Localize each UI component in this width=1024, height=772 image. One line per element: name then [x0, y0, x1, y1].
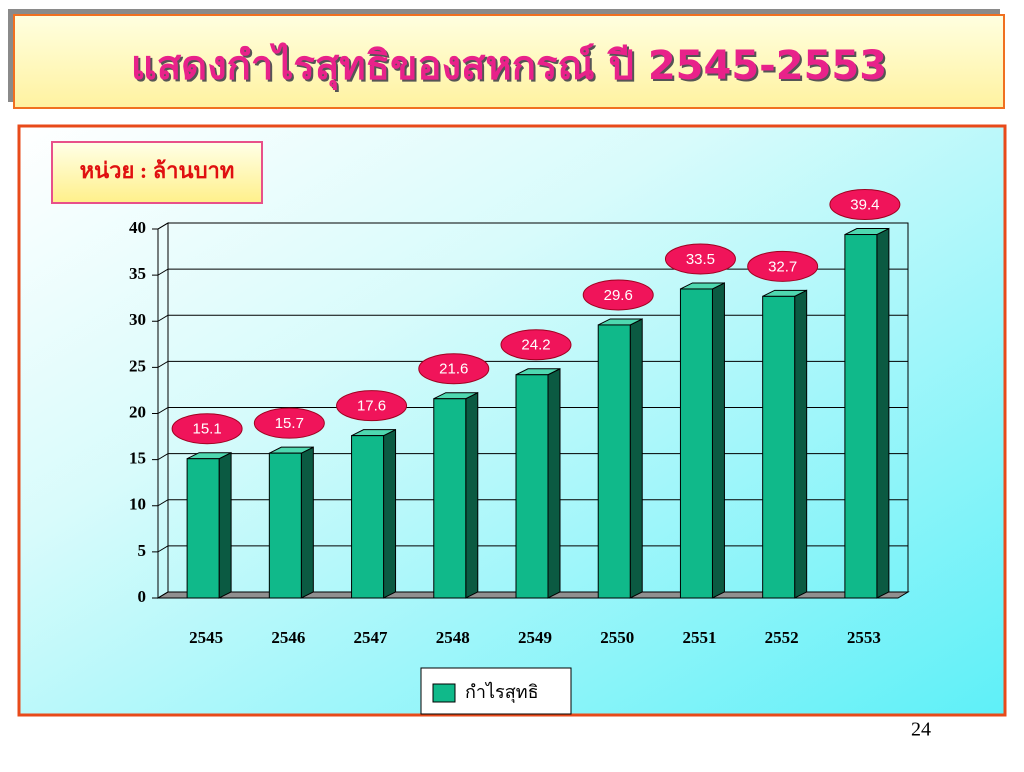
y-tick-label: 0	[138, 587, 147, 606]
page-number: 24	[911, 719, 931, 741]
grid-line	[157, 545, 908, 553]
title-box	[13, 14, 1005, 109]
value-label: 29.6	[604, 287, 633, 304]
value-label: 33.5	[686, 251, 715, 268]
grid-line	[157, 360, 908, 368]
y-tick-label: 35	[129, 264, 146, 283]
y-tick-label: 25	[129, 356, 146, 375]
grid-line	[157, 453, 908, 461]
value-label-bubble	[418, 353, 490, 385]
title-shadow-text: แสดงกำไรสุทธิของสหกรณ์ ปี 2545-2553	[133, 44, 889, 93]
grid-line	[157, 499, 908, 507]
bar	[597, 324, 631, 599]
legend-swatch	[432, 683, 456, 703]
value-label: 32.7	[768, 258, 797, 275]
bar	[679, 288, 713, 599]
x-tick-label: 2546	[271, 628, 305, 647]
x-tick-label: 2552	[765, 628, 799, 647]
value-label: 15.7	[275, 415, 304, 432]
bar	[351, 435, 385, 599]
bar-side	[300, 446, 314, 599]
x-tick-label: 2547	[354, 628, 389, 647]
y-tick-label: 15	[129, 449, 146, 468]
x-tick-label: 2550	[600, 628, 634, 647]
value-label-bubble	[500, 329, 572, 361]
bar	[844, 234, 878, 599]
value-label: 15.1	[193, 421, 222, 438]
grid-line	[157, 591, 908, 599]
x-tick-label: 2551	[682, 628, 716, 647]
value-label-bubble	[253, 407, 325, 439]
x-tick-label: 2549	[518, 628, 552, 647]
value-label: 24.2	[521, 337, 550, 354]
bar	[186, 458, 220, 599]
value-label-bubble	[829, 189, 901, 221]
bar-side	[547, 367, 561, 599]
bar-side	[465, 391, 479, 599]
bar	[268, 452, 302, 599]
grid-line	[157, 407, 908, 414]
bar-side	[711, 282, 725, 599]
grid-line	[157, 268, 908, 276]
y-tick-label: 10	[129, 495, 146, 514]
bar	[515, 374, 549, 599]
y-tick-label: 40	[129, 218, 146, 237]
title: แสดงกำไรสุทธิของสหกรณ์ ปี 2545-2553	[131, 42, 887, 91]
value-label-bubble	[336, 390, 408, 422]
bar	[762, 295, 796, 599]
bar-side	[794, 289, 808, 599]
bar-side	[629, 318, 643, 599]
y-tick-label: 20	[129, 402, 146, 421]
bar-side	[218, 451, 232, 599]
grid-line	[157, 222, 908, 230]
value-label: 17.6	[357, 398, 386, 415]
x-tick-label: 2553	[847, 628, 881, 647]
x-tick-label: 2548	[436, 628, 470, 647]
unit-label: หน่วย : ล้านบาท	[80, 158, 235, 183]
grid-line	[157, 314, 908, 322]
legend-label: กำไรสุทธิ	[465, 681, 539, 703]
plot: 0 5 10 15 20 25 30 35 40 2545 15.1 2546 15.7 2547 17.6…	[129, 189, 910, 647]
value-label-bubble	[171, 413, 243, 445]
value-label-bubble	[747, 250, 819, 282]
value-label-bubble	[582, 279, 654, 311]
unit-box	[51, 141, 263, 204]
bar	[433, 398, 467, 599]
value-label: 21.6	[439, 361, 468, 378]
value-label-bubble	[664, 243, 736, 275]
x-tick-label: 2545	[189, 628, 223, 647]
bar-side	[383, 428, 397, 599]
value-label: 39.4	[850, 197, 879, 214]
y-tick-label: 30	[129, 310, 146, 329]
y-tick-label: 5	[138, 541, 147, 560]
bar-side	[876, 227, 890, 599]
